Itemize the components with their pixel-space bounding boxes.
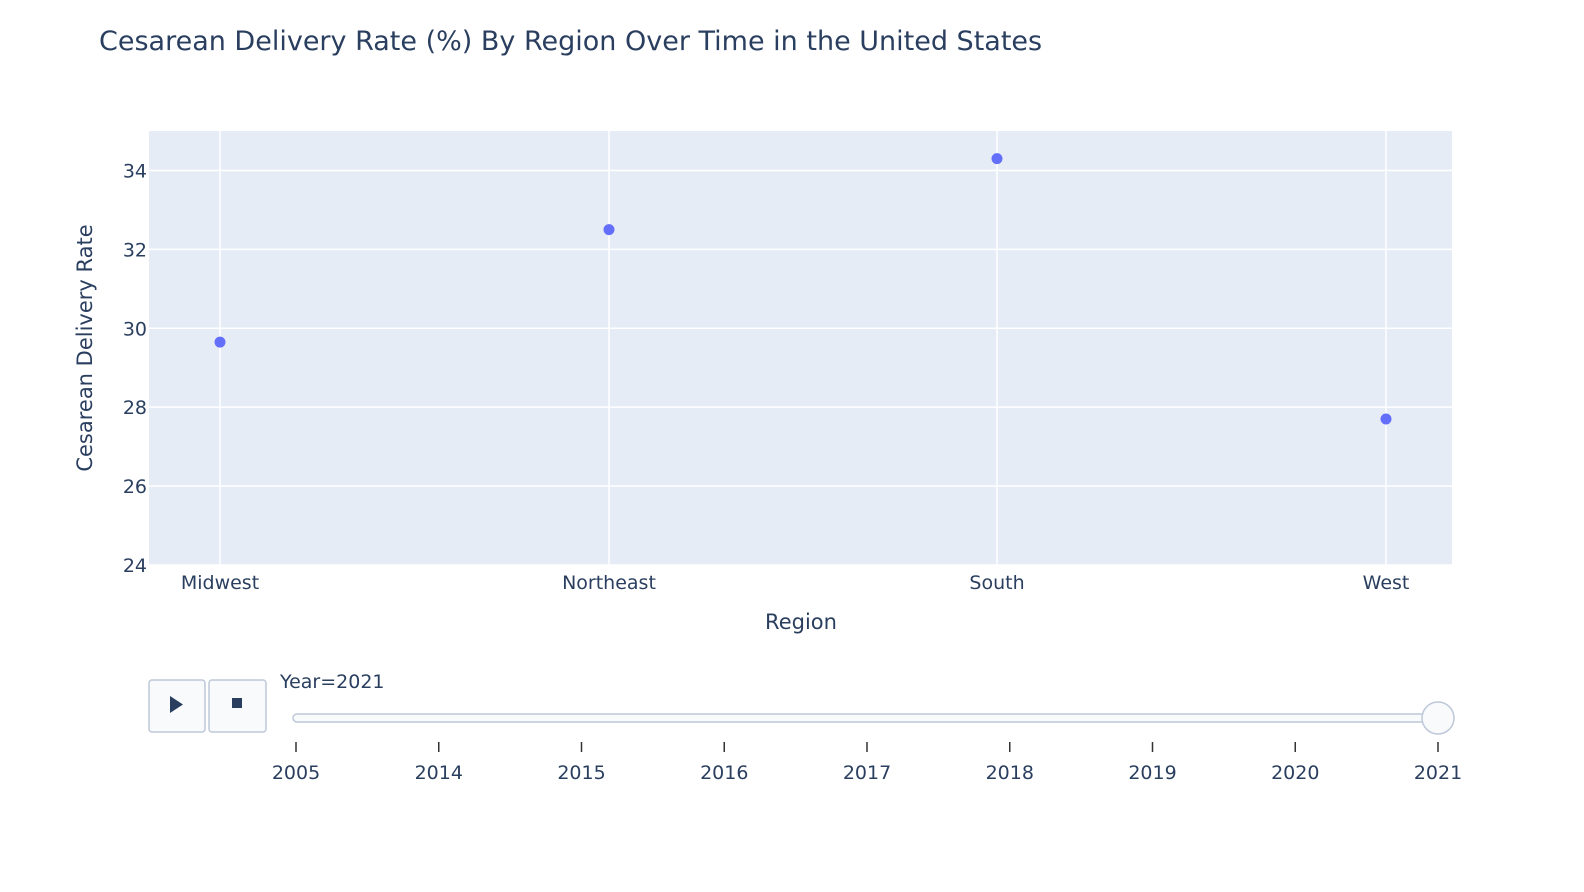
slider-step-label[interactable]: 2017 xyxy=(843,762,891,784)
slider-prefix: Year= xyxy=(279,671,336,693)
plot-area xyxy=(149,131,1452,565)
slider-step-label[interactable]: 2019 xyxy=(1128,762,1176,784)
slider-step-label[interactable]: 2020 xyxy=(1271,762,1319,784)
data-points xyxy=(214,153,1392,425)
play-icon xyxy=(170,696,183,713)
data-point[interactable] xyxy=(1380,413,1392,425)
x-tick-label: Northeast xyxy=(562,572,656,594)
data-point[interactable] xyxy=(603,224,615,236)
play-button[interactable] xyxy=(148,679,206,733)
data-point[interactable] xyxy=(214,336,226,348)
slider-rail[interactable] xyxy=(292,713,1441,723)
y-tick-label: 30 xyxy=(123,318,147,340)
x-axis-ticks: Midwest Northeast South West xyxy=(181,572,1410,594)
slider-step-label[interactable]: 2015 xyxy=(557,762,605,784)
x-tick-label: South xyxy=(969,572,1024,594)
slider-current-value: Year=2021 xyxy=(279,671,385,693)
slider-step-label[interactable]: 2014 xyxy=(415,762,463,784)
y-tick-label: 24 xyxy=(123,555,147,577)
x-tick-label: West xyxy=(1363,572,1410,594)
slider-step-label[interactable]: 2016 xyxy=(700,762,748,784)
y-tick-label: 32 xyxy=(123,239,147,261)
slider-ticks: 2005 2014 2015 2016 2017 2018 2019 2020 2021 xyxy=(272,742,1462,784)
slider-step-label[interactable]: 2021 xyxy=(1414,762,1462,784)
stop-icon xyxy=(232,698,242,708)
stop-button[interactable] xyxy=(208,679,267,733)
y-axis-ticks: 24 26 28 30 32 34 xyxy=(123,160,147,577)
grid-lines xyxy=(149,131,1452,566)
chart-title: Cesarean Delivery Rate (%) By Region Ove… xyxy=(99,26,1042,57)
slider-value: 2021 xyxy=(336,671,384,693)
slider-step-label[interactable]: 2005 xyxy=(272,762,320,784)
y-tick-label: 28 xyxy=(123,397,147,419)
slider-handle[interactable] xyxy=(1421,701,1455,735)
slider-step-label[interactable]: 2018 xyxy=(986,762,1034,784)
y-tick-label: 34 xyxy=(123,160,147,182)
data-point[interactable] xyxy=(991,153,1003,165)
x-axis-title: Region xyxy=(765,610,837,634)
y-tick-label: 26 xyxy=(123,476,147,498)
y-axis-title: Cesarean Delivery Rate xyxy=(73,224,97,471)
x-tick-label: Midwest xyxy=(181,572,259,594)
